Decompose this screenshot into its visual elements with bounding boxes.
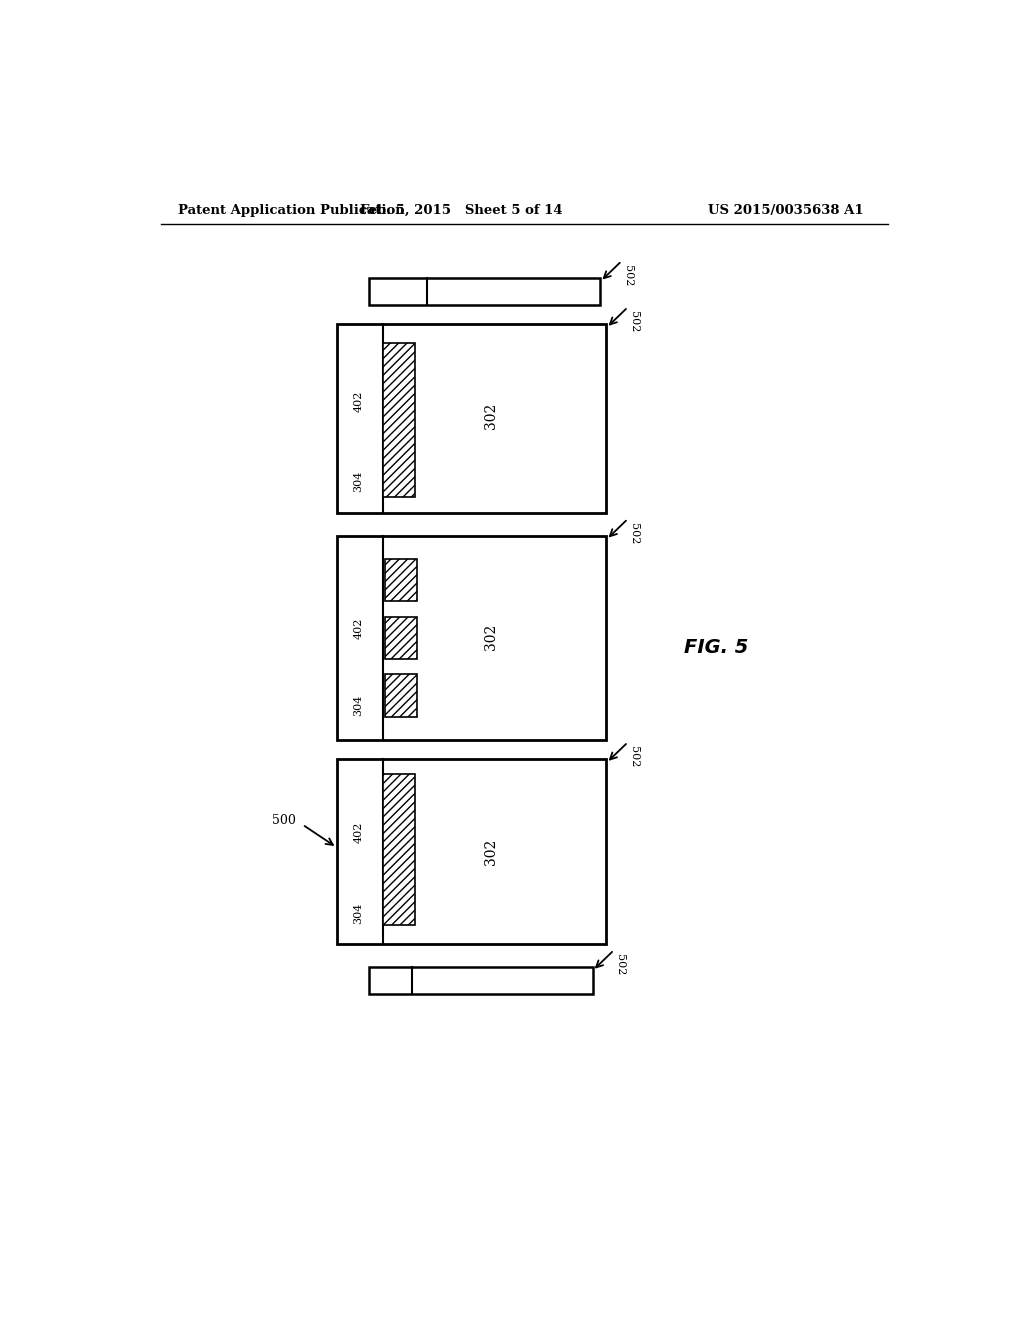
Text: US 2015/0035638 A1: US 2015/0035638 A1	[708, 205, 863, 218]
Bar	[385, 558, 417, 601]
Text: 502: 502	[615, 954, 626, 975]
Text: 502: 502	[629, 523, 639, 544]
Bar	[337, 759, 606, 944]
Text: 402: 402	[353, 391, 364, 412]
Text: Feb. 5, 2015   Sheet 5 of 14: Feb. 5, 2015 Sheet 5 of 14	[360, 205, 563, 218]
Bar	[370, 277, 600, 305]
Text: 502: 502	[629, 746, 639, 767]
Text: 502: 502	[629, 312, 639, 333]
Text: 304: 304	[353, 903, 364, 924]
Bar	[383, 343, 416, 498]
Text: 302: 302	[484, 403, 498, 429]
Bar	[337, 536, 606, 739]
Text: Patent Application Publication: Patent Application Publication	[178, 205, 406, 218]
Bar	[385, 675, 417, 717]
Text: 402: 402	[353, 821, 364, 843]
Text: 402: 402	[353, 618, 364, 639]
Text: 302: 302	[484, 838, 498, 865]
Text: 500: 500	[272, 814, 296, 828]
Text: 302: 302	[484, 624, 498, 651]
Bar	[385, 616, 417, 659]
Text: 304: 304	[353, 694, 364, 715]
Bar	[337, 323, 606, 512]
Text: FIG. 5: FIG. 5	[684, 638, 748, 657]
Bar	[370, 966, 593, 994]
Text: 502: 502	[623, 264, 633, 286]
Text: 304: 304	[353, 471, 364, 492]
Bar	[383, 775, 416, 924]
